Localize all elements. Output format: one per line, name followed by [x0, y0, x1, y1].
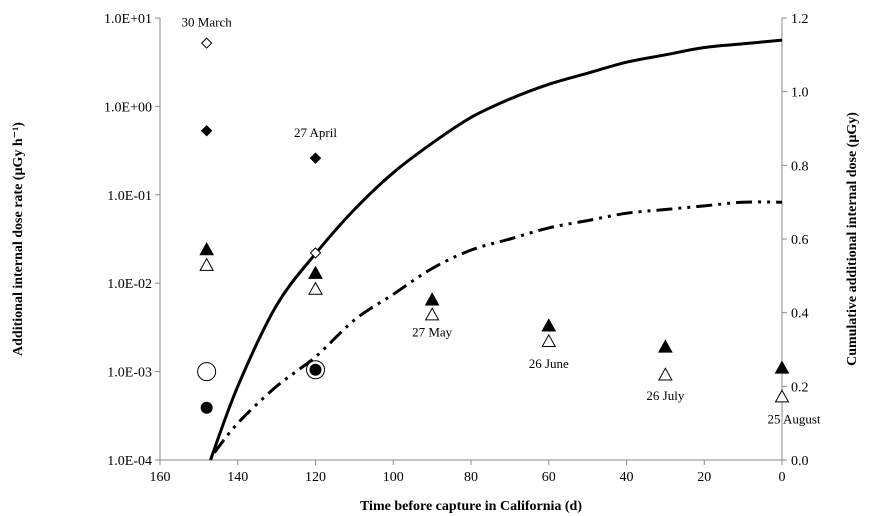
filled-triangle-point — [774, 360, 790, 374]
left-y-tick-label: 1.0E-03 — [107, 366, 152, 381]
date-annotations: 30 March 27 April 27 May 26 June 26 July 25 A… — [182, 15, 821, 427]
left-y-tick-label: 1.0E-04 — [107, 454, 152, 469]
x-axis-title: Time before capture in California (d) — [360, 499, 582, 514]
cumulative-dose-solid-line — [209, 38, 783, 461]
x-tick-label: 80 — [464, 470, 478, 485]
left-y-axis-title: Additional internal dose rate (µGy h⁻¹) — [11, 122, 26, 356]
date-annotation: 26 July — [646, 388, 684, 403]
right-y-tick-label: 0.4 — [791, 307, 809, 322]
filled-circle-point — [309, 363, 322, 376]
filled-triangle-point — [541, 318, 557, 332]
x-tick-label: 20 — [697, 470, 711, 485]
date-annotation: 26 June — [529, 356, 569, 371]
open-triangle-point — [658, 367, 673, 381]
filled-triangle-point — [424, 292, 440, 306]
open-triangle-point — [308, 281, 323, 295]
left-y-tick-label: 1.0E+01 — [104, 12, 152, 27]
open-triangle-point — [199, 257, 214, 271]
open-triangle-point — [541, 333, 557, 348]
x-axis-ticks: 160 140 120 100 80 60 40 20 0 — [150, 460, 786, 485]
filled-triangle-point — [308, 265, 323, 279]
left-y-tick-label: 1.0E-01 — [107, 189, 152, 204]
right-y-tick-label: 0.6 — [791, 233, 809, 248]
date-annotation: 30 March — [182, 15, 233, 30]
left-y-tick-label: 1.0E-02 — [107, 277, 152, 292]
right-y-tick-label: 1.0 — [791, 86, 809, 101]
right-y-tick-label: 0.2 — [791, 380, 809, 395]
x-tick-label: 0 — [779, 470, 786, 485]
open-circle-point — [197, 362, 217, 382]
open-triangle-point — [424, 307, 440, 321]
filled-diamond-point — [200, 125, 213, 137]
cumulative-dose-dashdot-line — [213, 200, 783, 454]
x-tick-label: 60 — [542, 470, 556, 485]
open-diamond-point — [309, 247, 322, 259]
date-annotation: 25 August — [767, 411, 820, 426]
filled-triangle-point — [199, 242, 214, 256]
date-annotation: 27 May — [412, 324, 453, 339]
left-y-tick-label: 1.0E+00 — [104, 100, 152, 115]
cumulative-dose-curves — [209, 38, 783, 461]
right-y-tick-label: 1.2 — [791, 12, 809, 27]
filled-triangle-point — [658, 339, 673, 353]
x-tick-label: 140 — [227, 470, 248, 485]
right-y-tick-label: 0.8 — [791, 159, 809, 174]
filled-circle-point — [200, 401, 213, 414]
left-y-axis-ticks: 1.0E-04 1.0E-03 1.0E-02 1.0E-01 1.0E+00 1.0E+… — [104, 12, 160, 469]
open-triangle-point — [774, 389, 790, 403]
right-y-axis-ticks: 0.0 0.2 0.4 0.6 0.8 1.0 1.2 — [782, 12, 809, 469]
x-tick-label: 160 — [150, 470, 171, 485]
date-annotation: 27 April — [294, 125, 337, 140]
x-tick-label: 100 — [383, 470, 404, 485]
right-y-axis-title: Cumulative additional internal dose (µGy… — [845, 112, 860, 366]
plot-frame — [159, 18, 783, 461]
filled-diamond-point — [309, 152, 322, 164]
dose-rate-markers — [197, 37, 790, 414]
open-diamond-point — [200, 37, 213, 49]
right-y-tick-label: 0.0 — [791, 454, 809, 469]
x-tick-label: 120 — [305, 470, 326, 485]
x-tick-label: 40 — [620, 470, 634, 485]
